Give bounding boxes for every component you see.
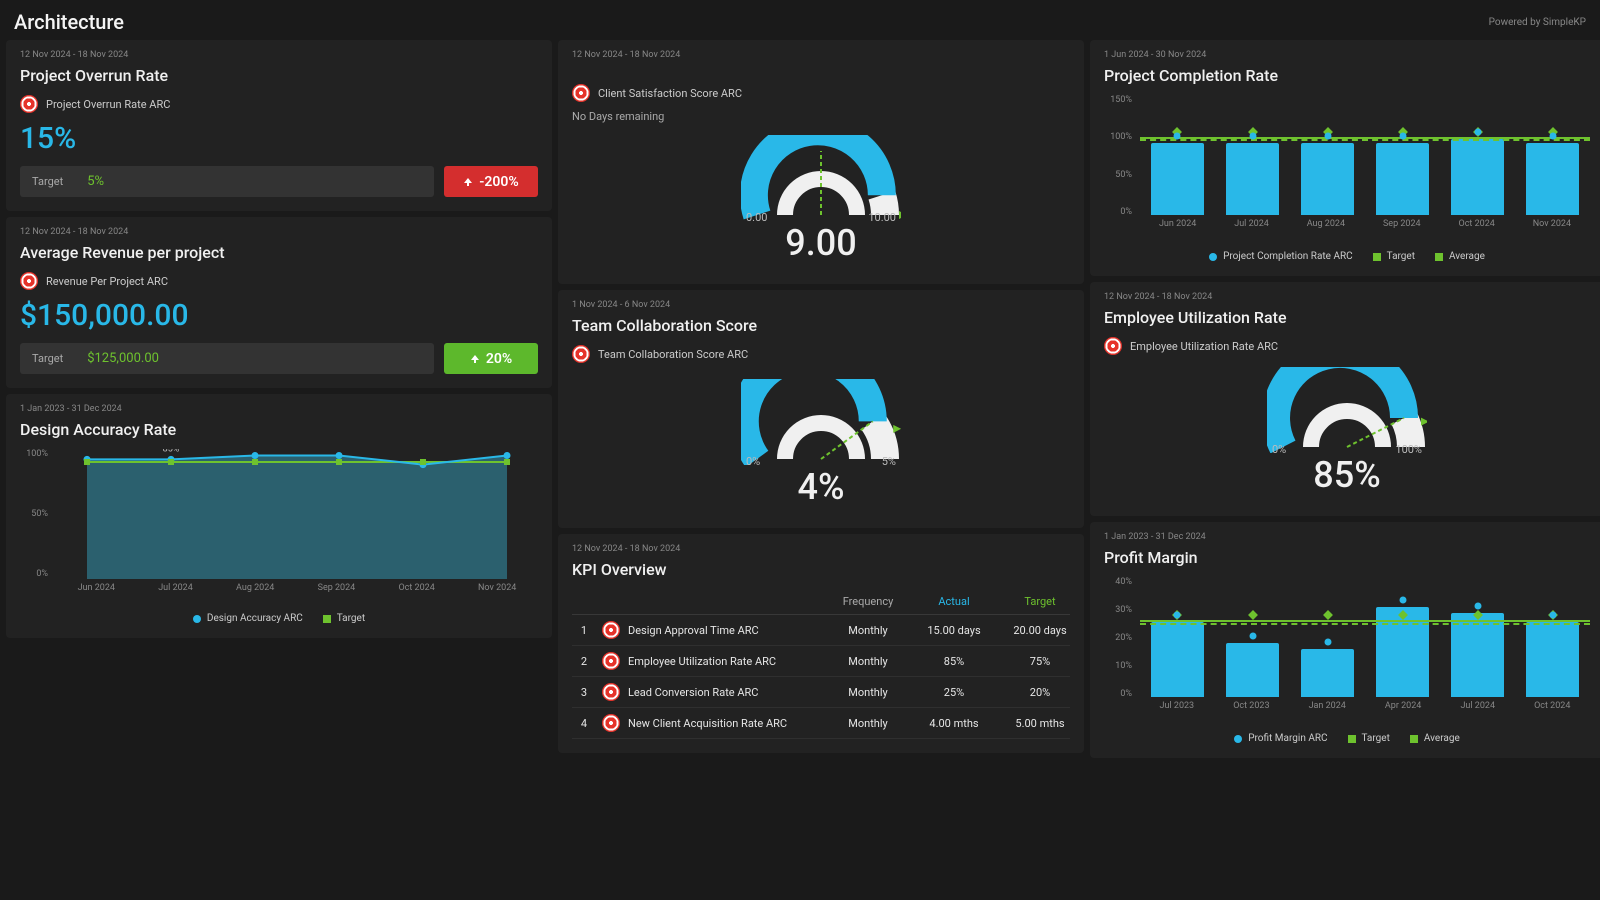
svg-text:88%: 88% xyxy=(499,449,516,451)
bar-chart: 150%100%50%0% Jun 2024Jul 2024Aug 2024Se… xyxy=(1104,95,1590,237)
bar xyxy=(1301,649,1354,697)
bar xyxy=(1226,643,1279,697)
date-range: 12 Nov 2024 - 18 Nov 2024 xyxy=(572,544,1070,554)
target-value: $125,000.00 xyxy=(87,351,159,366)
card-project-overrun[interactable]: 12 Nov 2024 - 18 Nov 2024 Project Overru… xyxy=(6,40,552,211)
chart-legend: Profit Margin ARCTargetAverage xyxy=(1104,733,1590,744)
kpi-value: 15% xyxy=(20,121,538,156)
card-title: Project Completion Rate xyxy=(1104,66,1590,85)
target-icon xyxy=(602,714,620,732)
chart-legend: Project Completion Rate ARCTargetAverage xyxy=(1104,251,1590,262)
target-icon xyxy=(1104,337,1122,355)
gauge-value: 85% xyxy=(1104,454,1590,496)
card-kpi-overview[interactable]: 12 Nov 2024 - 18 Nov 2024 KPI Overview F… xyxy=(558,534,1084,753)
date-range: 12 Nov 2024 - 18 Nov 2024 xyxy=(20,227,538,237)
table-row[interactable]: 2 Employee Utilization Rate ARC Monthly … xyxy=(572,646,1070,677)
gauge-chart xyxy=(572,379,1070,469)
card-title: Project Overrun Rate xyxy=(20,66,538,85)
kpi-table: Frequency Actual Target Target % Trend 1… xyxy=(572,589,1070,739)
card-client-satisfaction[interactable]: 12 Nov 2024 - 18 Nov 2024 Client Satisfa… xyxy=(558,40,1084,284)
card-title: Design Accuracy Rate xyxy=(20,420,538,439)
kpi-label: Revenue Per Project ARC xyxy=(46,275,168,288)
bar xyxy=(1526,622,1579,697)
page-header: Architecture Powered by SimpleKP xyxy=(0,0,1600,40)
kpi-label: Team Collaboration Score ARC xyxy=(598,348,748,361)
card-title: Profit Margin xyxy=(1104,548,1590,567)
date-range: 1 Jun 2024 - 30 Nov 2024 xyxy=(1104,50,1590,60)
gauge-value: 4% xyxy=(572,466,1070,508)
date-range: 1 Jan 2023 - 31 Dec 2024 xyxy=(1104,532,1590,542)
subtext: No Days remaining xyxy=(572,110,1070,123)
bar xyxy=(1526,143,1579,215)
card-title: KPI Overview xyxy=(572,560,1070,579)
bar xyxy=(1151,622,1204,697)
table-row[interactable]: 3 Lead Conversion Rate ARC Monthly 25% 2… xyxy=(572,677,1070,708)
card-design-accuracy[interactable]: 1 Jan 2023 - 31 Dec 2024 Design Accuracy… xyxy=(6,394,552,638)
target-icon xyxy=(602,652,620,670)
chart-legend: Design Accuracy ARCTarget xyxy=(20,613,538,624)
card-title: Average Revenue per project xyxy=(20,243,538,262)
card-revenue[interactable]: 12 Nov 2024 - 18 Nov 2024 Average Revenu… xyxy=(6,217,552,388)
date-range: 1 Nov 2024 - 6 Nov 2024 xyxy=(572,300,1070,310)
dashboard-grid: 12 Nov 2024 - 18 Nov 2024 Project Overru… xyxy=(0,40,1600,758)
bar xyxy=(1226,143,1279,215)
table-header: Frequency Actual Target Target % Trend xyxy=(572,589,1070,615)
target-icon xyxy=(20,272,38,290)
gauge-chart xyxy=(1104,367,1590,457)
target-icon xyxy=(572,345,590,363)
date-range: 1 Jan 2023 - 31 Dec 2024 xyxy=(20,404,538,414)
card-profit-margin[interactable]: 1 Jan 2023 - 31 Dec 2024 Profit Margin 4… xyxy=(1090,522,1600,758)
svg-text:85%: 85% xyxy=(163,449,180,454)
page-title: Architecture xyxy=(14,10,124,34)
bar xyxy=(1301,143,1354,215)
delta-badge: 20% xyxy=(444,343,538,374)
kpi-label: Project Overrun Rate ARC xyxy=(46,98,170,111)
card-title: Employee Utilization Rate xyxy=(1104,308,1590,327)
kpi-value: $150,000.00 xyxy=(20,298,538,333)
powered-by: Powered by SimpleKP xyxy=(1489,17,1586,28)
target-icon xyxy=(602,683,620,701)
target-box: Target $125,000.00 xyxy=(20,343,434,374)
bar xyxy=(1151,143,1204,215)
card-utilization[interactable]: 12 Nov 2024 - 18 Nov 2024 Employee Utili… xyxy=(1090,282,1600,516)
date-range: 12 Nov 2024 - 18 Nov 2024 xyxy=(20,50,538,60)
gauge-chart xyxy=(572,135,1070,225)
bar xyxy=(1376,143,1429,215)
date-range: 12 Nov 2024 - 18 Nov 2024 xyxy=(1104,292,1590,302)
target-value: 5% xyxy=(87,174,104,189)
table-row[interactable]: 1 Design Approval Time ARC Monthly 15.00… xyxy=(572,615,1070,646)
kpi-label: Employee Utilization Rate ARC xyxy=(1130,340,1278,353)
table-row[interactable]: 4 New Client Acquisition Rate ARC Monthl… xyxy=(572,708,1070,739)
kpi-label: Client Satisfaction Score ARC xyxy=(598,87,742,100)
bar xyxy=(1451,613,1504,697)
target-icon xyxy=(20,95,38,113)
card-title: Team Collaboration Score xyxy=(572,316,1070,335)
bar xyxy=(1451,139,1504,215)
gauge-value: 9.00 xyxy=(572,222,1070,264)
bar-chart: 40%30%20%10%0% Jul 2023Oct 2023Jan 2024A… xyxy=(1104,577,1590,719)
date-range: 12 Nov 2024 - 18 Nov 2024 xyxy=(572,50,1070,60)
card-completion-rate[interactable]: 1 Jun 2024 - 30 Nov 2024 Project Complet… xyxy=(1090,40,1600,276)
target-icon xyxy=(572,84,590,102)
target-box: Target 5% xyxy=(20,166,434,197)
line-chart: 100%50%0% 85%88% Jun 2024Jul 2024Aug 202… xyxy=(20,449,538,599)
delta-badge: -200% xyxy=(444,166,538,197)
target-icon xyxy=(602,621,620,639)
card-team-collaboration[interactable]: 1 Nov 2024 - 6 Nov 2024 Team Collaborati… xyxy=(558,290,1084,528)
